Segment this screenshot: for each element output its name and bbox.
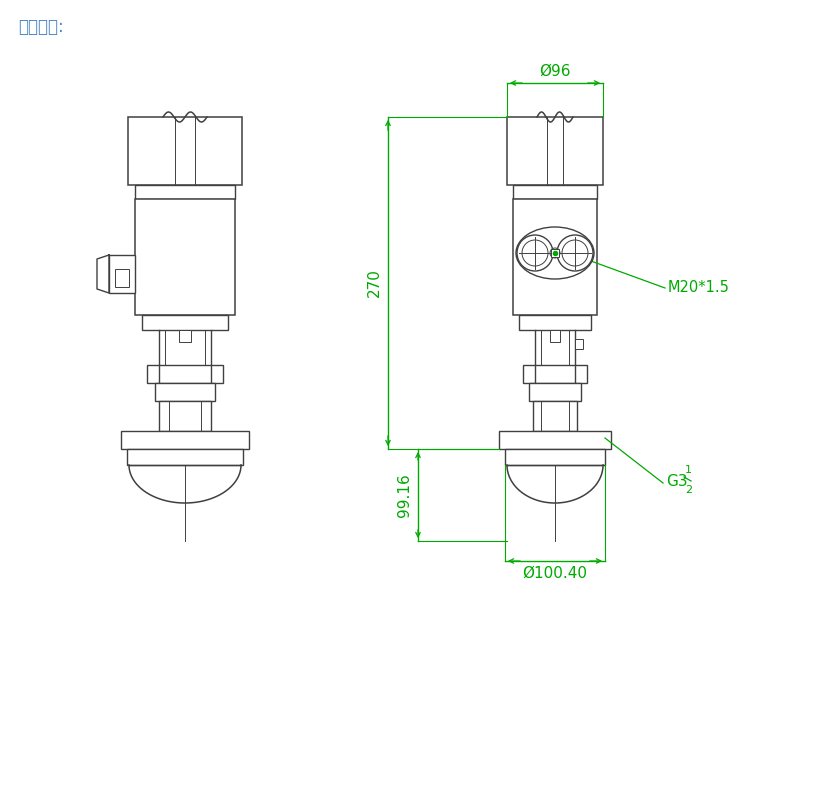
Bar xyxy=(115,269,129,287)
Bar xyxy=(529,383,581,401)
Bar xyxy=(179,330,191,342)
Bar xyxy=(513,185,597,199)
Circle shape xyxy=(522,240,548,266)
Bar xyxy=(135,199,235,315)
Bar xyxy=(135,185,235,199)
Circle shape xyxy=(557,235,593,271)
Circle shape xyxy=(517,235,553,271)
Bar xyxy=(155,383,215,401)
Circle shape xyxy=(550,248,560,258)
Bar xyxy=(551,249,559,257)
Text: G3: G3 xyxy=(666,473,688,488)
Bar xyxy=(533,401,577,431)
Bar xyxy=(127,449,243,465)
Bar xyxy=(147,365,223,383)
Text: M20*1.5: M20*1.5 xyxy=(668,281,730,296)
Text: 2: 2 xyxy=(685,485,692,495)
Text: 1: 1 xyxy=(685,465,692,475)
Bar xyxy=(499,431,611,449)
Bar xyxy=(523,365,587,383)
Text: Ø100.40: Ø100.40 xyxy=(523,566,588,581)
Circle shape xyxy=(562,240,588,266)
Bar xyxy=(142,315,228,330)
Text: 尺寸结构:: 尺寸结构: xyxy=(18,18,63,36)
Ellipse shape xyxy=(516,227,594,279)
Text: 99.16: 99.16 xyxy=(397,473,412,517)
Bar xyxy=(109,255,135,293)
Bar xyxy=(519,315,591,330)
Text: Ø96: Ø96 xyxy=(539,64,571,79)
Bar xyxy=(159,401,211,431)
Text: 270: 270 xyxy=(367,269,382,297)
Bar xyxy=(507,117,603,185)
Bar xyxy=(550,330,560,342)
Bar xyxy=(505,449,605,465)
Bar xyxy=(575,339,583,349)
Bar xyxy=(121,431,249,449)
Bar xyxy=(513,199,597,315)
Bar xyxy=(128,117,242,185)
